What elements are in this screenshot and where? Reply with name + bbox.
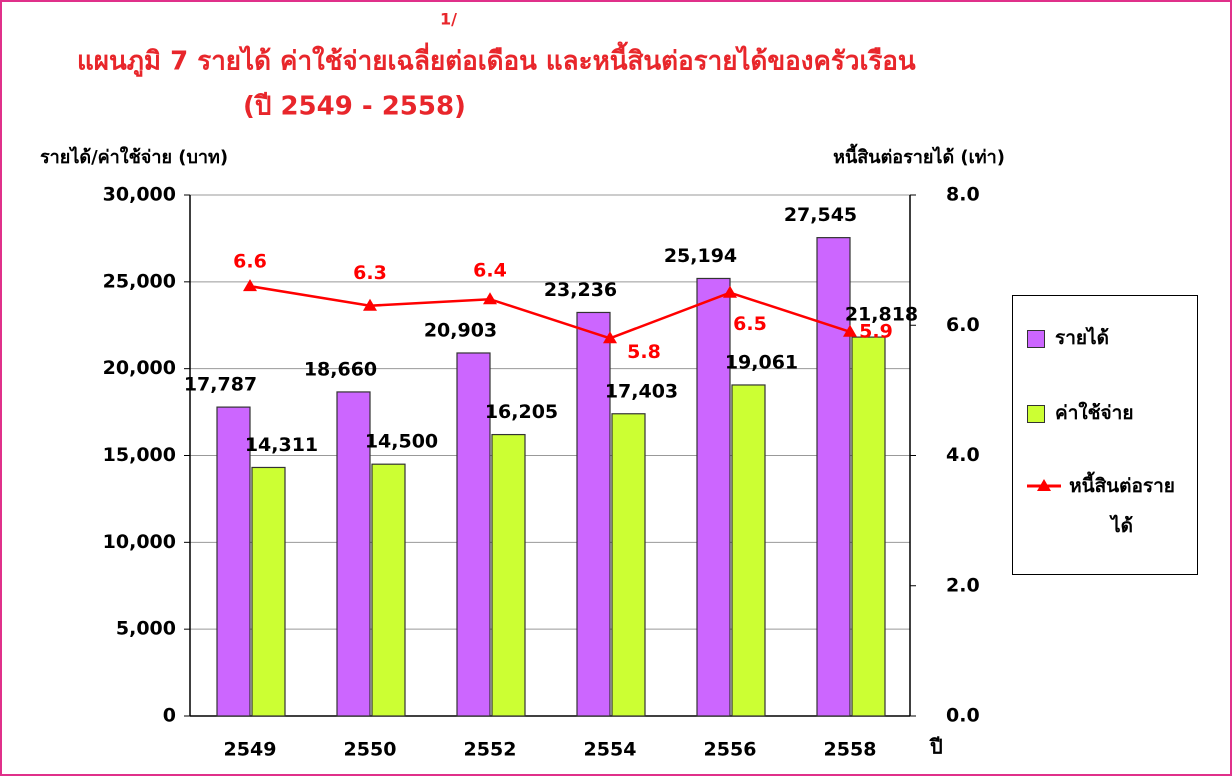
line-marker xyxy=(363,298,377,311)
legend-label: หนี้สินต่อรายได้ xyxy=(1069,475,1175,537)
legend-item: ค่าใช้จ่าย xyxy=(1027,401,1134,425)
value-label: 19,061 xyxy=(725,351,798,373)
value-label: 20,903 xyxy=(424,319,497,341)
value-label: 14,500 xyxy=(365,431,438,453)
bar xyxy=(851,336,886,717)
legend-swatch xyxy=(1027,330,1045,348)
x-tick-label: 2550 xyxy=(344,739,397,761)
legend-swatch xyxy=(1027,405,1045,423)
value-label: 6.3 xyxy=(353,262,387,284)
x-tick-label: 2549 xyxy=(224,739,277,761)
bar xyxy=(576,311,611,717)
legend-item: รายได้ xyxy=(1027,326,1109,350)
legend-item: หนี้สินต่อรายได้ xyxy=(1027,475,1177,546)
bar xyxy=(251,466,286,717)
y-tick-label: 20,000 xyxy=(103,357,176,379)
line-marker xyxy=(843,324,857,337)
y-tick-label: 0 xyxy=(163,705,176,727)
y2-tick-label: 4.0 xyxy=(946,444,980,466)
note-marker: 1/ xyxy=(440,10,457,29)
y2-axis-title: หนี้สินต่อรายได้ (เท่า) xyxy=(833,143,1005,168)
legend-label: รายได้ xyxy=(1055,327,1109,349)
line-marker xyxy=(483,292,497,305)
bar xyxy=(611,413,646,717)
y-tick-label: 30,000 xyxy=(103,184,176,206)
y2-tick-label: 0.0 xyxy=(946,705,980,727)
value-label: 17,403 xyxy=(605,380,678,402)
y-tick-label: 25,000 xyxy=(103,270,176,292)
legend-label: ค่าใช้จ่าย xyxy=(1055,402,1134,424)
bar xyxy=(816,237,851,717)
x-axis-title: ปี xyxy=(929,735,943,759)
bar xyxy=(731,384,766,717)
value-label: 6.6 xyxy=(233,251,267,273)
value-label: 5.9 xyxy=(859,320,893,342)
chart-title: แผนภูมิ 7 รายได้ ค่าใช้จ่ายเฉลี่ยต่อเดือ… xyxy=(77,41,916,78)
value-label: 18,660 xyxy=(304,358,377,380)
value-label: 21,818 xyxy=(845,304,918,326)
value-label: 6.5 xyxy=(733,313,767,335)
value-label: 6.4 xyxy=(473,260,507,282)
y2-tick-label: 6.0 xyxy=(946,314,980,336)
value-label: 5.8 xyxy=(627,341,661,363)
bar xyxy=(696,277,731,717)
x-tick-label: 2554 xyxy=(584,739,637,761)
bar xyxy=(216,406,251,717)
bar xyxy=(491,433,526,717)
chart-subtitle: (ปี 2549 - 2558) xyxy=(243,92,466,122)
value-label: 25,194 xyxy=(664,245,737,267)
line-marker xyxy=(603,331,617,344)
y2-tick-label: 2.0 xyxy=(946,574,980,596)
y2-tick-label: 8.0 xyxy=(946,184,980,206)
value-label: 27,545 xyxy=(784,204,857,226)
legend-swatch xyxy=(1027,479,1061,491)
value-label: 17,787 xyxy=(184,374,257,396)
legend: รายได้ค่าใช้จ่ายหนี้สินต่อรายได้ xyxy=(1012,295,1198,575)
value-label: 16,205 xyxy=(485,401,558,423)
y-axis-title: รายได้/ค่าใช้จ่าย (บาท) xyxy=(40,146,228,168)
bar xyxy=(456,352,491,717)
y-tick-label: 10,000 xyxy=(103,531,176,553)
value-label: 23,236 xyxy=(544,279,617,301)
x-tick-label: 2552 xyxy=(464,739,517,761)
line-marker xyxy=(723,285,737,298)
value-label: 14,311 xyxy=(245,434,318,456)
bar xyxy=(336,391,371,717)
y-tick-label: 15,000 xyxy=(103,444,176,466)
x-tick-label: 2556 xyxy=(704,739,757,761)
line-series xyxy=(249,284,851,340)
line-marker xyxy=(243,279,257,292)
bar xyxy=(371,463,406,717)
x-tick-label: 2558 xyxy=(824,739,877,761)
y-tick-label: 5,000 xyxy=(116,618,176,640)
